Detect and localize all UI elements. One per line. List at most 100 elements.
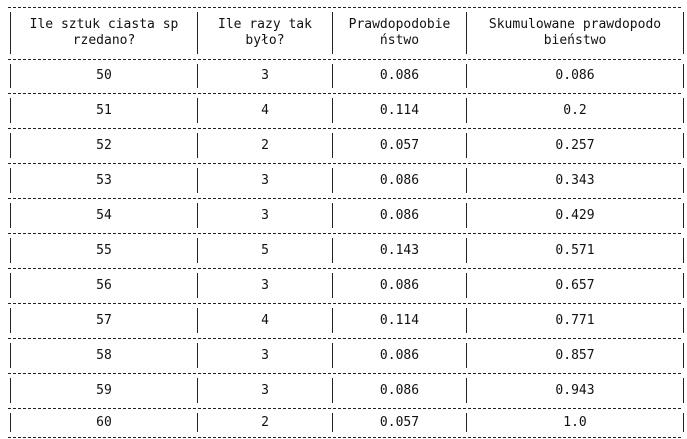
cell-cumulative-probability: 0.857 — [555, 347, 595, 363]
column-separator — [683, 308, 684, 333]
cell-cumulative-probability: 0.343 — [555, 172, 595, 188]
cell-probability: 0.114 — [379, 102, 420, 118]
cell-sold-count: 58 — [96, 347, 112, 363]
cell-occurrences: 3 — [261, 382, 269, 398]
column-separator — [10, 308, 11, 333]
cell-probability: 0.143 — [379, 242, 420, 258]
column-separator — [332, 273, 333, 298]
cell-cumulative-probability: 0.2 — [563, 102, 587, 118]
column-separator — [197, 133, 198, 158]
cell-sold-count: 57 — [96, 312, 112, 328]
row-separator — [8, 163, 681, 164]
column-separator — [197, 238, 198, 263]
cell-probability: 0.086 — [379, 68, 420, 83]
cell-occurrences: 3 — [261, 347, 269, 363]
column-separator — [466, 273, 467, 298]
column-separator — [683, 203, 684, 228]
cell-cumulative-probability: 0.429 — [555, 207, 595, 223]
column-separator — [10, 98, 11, 123]
column-separator — [683, 238, 684, 263]
column-separator — [332, 343, 333, 368]
column-separator — [683, 378, 684, 403]
column-separator — [10, 343, 11, 368]
column-separator — [332, 64, 333, 88]
column-separator — [683, 273, 684, 298]
cell-occurrences: 3 — [261, 68, 269, 83]
column-separator — [10, 413, 11, 432]
column-separator — [683, 64, 684, 88]
cell-sold-count: 52 — [96, 137, 112, 153]
cell-cumulative-probability: 0.086 — [555, 68, 595, 83]
column-separator — [683, 343, 684, 368]
cell-probability: 0.114 — [379, 312, 420, 328]
cell-cumulative-probability: 0.943 — [555, 382, 595, 398]
row-separator — [8, 338, 681, 339]
row-separator — [8, 303, 681, 304]
row-separator — [8, 7, 681, 8]
cell-sold-count: 53 — [96, 172, 112, 188]
cell-occurrences: 4 — [261, 312, 269, 328]
row-separator — [8, 93, 681, 94]
row-separator — [8, 437, 681, 438]
column-separator — [332, 413, 333, 432]
column-separator — [10, 12, 11, 54]
column-separator — [197, 98, 198, 123]
cell-occurrences: 2 — [261, 137, 269, 153]
column-separator — [10, 273, 11, 298]
column-separator — [332, 168, 333, 193]
column-separator — [466, 378, 467, 403]
column-separator — [197, 64, 198, 88]
cell-sold-count: 54 — [96, 207, 112, 223]
row-separator — [8, 268, 681, 269]
column-separator — [197, 273, 198, 298]
header-cumulative-probability: Skumulowane prawdopodo bieństwo — [488, 17, 662, 48]
cell-probability: 0.086 — [379, 172, 420, 188]
cell-cumulative-probability: 1.0 — [563, 414, 587, 430]
column-separator — [197, 378, 198, 403]
cell-probability: 0.086 — [379, 277, 420, 293]
column-separator — [197, 413, 198, 432]
cell-occurrences: 3 — [261, 172, 269, 188]
column-separator — [466, 98, 467, 123]
column-separator — [197, 203, 198, 228]
column-separator — [197, 12, 198, 54]
column-separator — [10, 378, 11, 403]
header-sold-count: Ile sztuk ciasta sp rzedano? — [29, 17, 179, 48]
row-separator — [8, 198, 681, 199]
column-separator — [332, 238, 333, 263]
row-separator — [8, 233, 681, 234]
column-separator — [683, 12, 684, 54]
cell-probability: 0.086 — [379, 207, 420, 223]
column-separator — [332, 308, 333, 333]
cell-occurrences: 5 — [261, 242, 269, 258]
row-separator — [8, 59, 681, 60]
column-separator — [332, 12, 333, 54]
cell-probability: 0.086 — [379, 347, 420, 363]
row-separator — [8, 128, 681, 129]
cell-occurrences: 4 — [261, 102, 269, 118]
row-separator — [8, 408, 681, 409]
cell-occurrences: 3 — [261, 277, 269, 293]
cell-probability: 0.057 — [379, 137, 420, 153]
column-separator — [683, 133, 684, 158]
header-occurrences: Ile razy tak było? — [218, 17, 312, 48]
column-separator — [10, 168, 11, 193]
column-separator — [466, 64, 467, 88]
cell-probability: 0.086 — [379, 382, 420, 398]
column-separator — [10, 133, 11, 158]
column-separator — [10, 64, 11, 88]
cell-sold-count: 51 — [96, 102, 112, 118]
column-separator — [197, 308, 198, 333]
row-separator — [8, 373, 681, 374]
column-separator — [197, 168, 198, 193]
cell-sold-count: 60 — [96, 414, 112, 430]
cell-sold-count: 59 — [96, 382, 112, 398]
column-separator — [683, 168, 684, 193]
cell-cumulative-probability: 0.657 — [555, 277, 595, 293]
column-separator — [466, 308, 467, 333]
cell-cumulative-probability: 0.571 — [555, 242, 595, 258]
column-separator — [466, 203, 467, 228]
column-separator — [683, 98, 684, 123]
column-separator — [332, 98, 333, 123]
